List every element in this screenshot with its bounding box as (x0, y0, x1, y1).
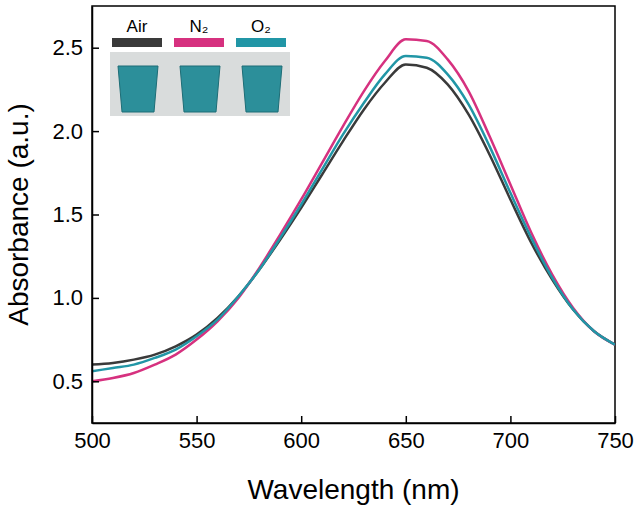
y-axis: 0.5 1.0 1.5 2.0 2.5 (52, 7, 99, 424)
legend: Air N₂ O₂ (110, 17, 290, 116)
tick-label: 2.0 (52, 119, 83, 144)
cuvette (180, 66, 220, 112)
legend-label: O₂ (251, 17, 271, 36)
tick-label: 2.5 (52, 35, 83, 60)
inset-photo (110, 52, 290, 116)
tick-label: 500 (74, 428, 111, 453)
tick: 750 (597, 416, 634, 453)
lines (92, 39, 615, 381)
tick: 1.5 (52, 202, 99, 227)
tick: 1.0 (52, 285, 99, 310)
plot-frame (92, 6, 615, 423)
tick-mark (301, 416, 303, 423)
tick-label: 1.5 (52, 202, 83, 227)
tick-label: 0.5 (52, 369, 83, 394)
tick-label: 1.0 (52, 285, 83, 310)
tick-mark (406, 416, 408, 423)
tick-label: 750 (597, 428, 634, 453)
x-axis-title: Wavelength (nm) (247, 474, 459, 505)
tick-mark (92, 131, 99, 133)
cuvette (242, 66, 282, 112)
tick-mark (92, 298, 99, 300)
legend-label: Air (127, 17, 148, 36)
tick-mark (92, 214, 99, 216)
tick: 2.0 (52, 119, 99, 144)
series-line (92, 39, 615, 381)
tick-mark (510, 416, 512, 423)
legend-swatch (174, 38, 224, 47)
tick-label: 550 (179, 428, 216, 453)
tick-label: 700 (493, 428, 530, 453)
y-axis-title: Absorbance (a.u.) (3, 103, 34, 326)
tick-mark (615, 416, 617, 423)
photo-background (110, 52, 290, 116)
chart: 500 550 600 650 700 750 0.5 1.0 1.5 2.0 2.5 Air N₂ O₂… (0, 0, 641, 513)
axis-line (93, 423, 616, 425)
tick: 600 (283, 416, 320, 453)
tick-label: 600 (283, 428, 320, 453)
tick: 550 (179, 416, 216, 453)
legend-swatch (112, 38, 162, 47)
x-axis: 500 550 600 650 700 750 (74, 416, 634, 453)
cuvette (118, 66, 158, 112)
tick: 650 (388, 416, 425, 453)
tick: 2.5 (52, 35, 99, 60)
tick-label: 650 (388, 428, 425, 453)
legend-label: N₂ (190, 17, 209, 36)
legend-swatch (236, 38, 286, 47)
tick-mark (92, 381, 99, 383)
tick-mark (196, 416, 198, 423)
tick: 0.5 (52, 369, 99, 394)
plot-area: 500 550 600 650 700 750 0.5 1.0 1.5 2.0 2.5 Air N₂ O₂ (52, 6, 633, 453)
tick-mark (92, 47, 99, 49)
tick: 700 (493, 416, 530, 453)
